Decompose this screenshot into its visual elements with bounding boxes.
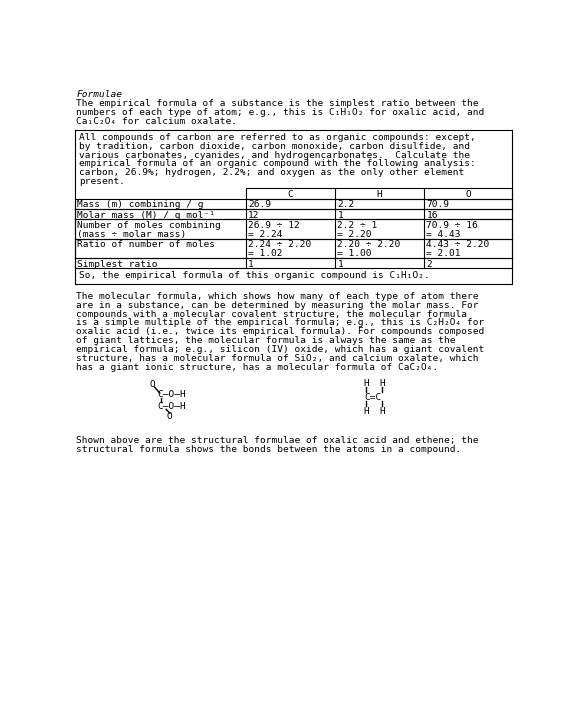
- Text: Ca₁C₂O₄ for calcium oxalate.: Ca₁C₂O₄ for calcium oxalate.: [76, 117, 237, 126]
- Text: 1: 1: [337, 259, 343, 269]
- Text: So, the empirical formula of this organic compound is C₁H₁O₂.: So, the empirical formula of this organi…: [80, 271, 430, 280]
- Text: Ratio of number of moles: Ratio of number of moles: [77, 240, 215, 250]
- Text: 2.2: 2.2: [337, 200, 355, 209]
- Text: 70.9: 70.9: [427, 200, 450, 209]
- Text: = 1.02: = 1.02: [248, 249, 283, 258]
- Text: 1: 1: [337, 211, 343, 219]
- Text: O: O: [150, 380, 156, 389]
- Text: are in a substance, can be determined by measuring the molar mass. For: are in a substance, can be determined by…: [76, 301, 479, 310]
- Text: H: H: [363, 407, 368, 416]
- Text: (mass ÷ molar mass): (mass ÷ molar mass): [77, 230, 186, 239]
- Text: 1: 1: [248, 259, 254, 269]
- Text: structural formula shows the bonds between the atoms in a compound.: structural formula shows the bonds betwe…: [76, 445, 462, 454]
- Text: present.: present.: [80, 177, 125, 186]
- Text: The empirical formula of a substance is the simplest ratio between the: The empirical formula of a substance is …: [76, 99, 479, 108]
- Text: Formulae: Formulae: [76, 90, 122, 98]
- Text: O: O: [167, 412, 173, 420]
- Text: Molar mass (M) / g mol⁻¹: Molar mass (M) / g mol⁻¹: [77, 211, 215, 219]
- Text: 70.9 ÷ 16: 70.9 ÷ 16: [427, 221, 478, 230]
- Text: 2.20 ÷ 2.20: 2.20 ÷ 2.20: [337, 240, 400, 250]
- Text: Mass (m) combining / g: Mass (m) combining / g: [77, 200, 204, 209]
- Text: The molecular formula, which shows how many of each type of atom there: The molecular formula, which shows how m…: [76, 292, 479, 301]
- Text: various carbonates, cyanides, and hydrogencarbonates.  Calculate the: various carbonates, cyanides, and hydrog…: [80, 150, 470, 160]
- Text: 2.2 ÷ 1: 2.2 ÷ 1: [337, 221, 378, 230]
- Text: C—O—H: C—O—H: [157, 390, 186, 399]
- Text: compounds with a molecular covalent structure, the molecular formula: compounds with a molecular covalent stru…: [76, 309, 467, 318]
- Text: Number of moles combining: Number of moles combining: [77, 221, 221, 230]
- Text: 12: 12: [248, 211, 260, 219]
- Text: Shown above are the structural formulae of oxalic acid and ethene; the: Shown above are the structural formulae …: [76, 437, 479, 445]
- Text: H: H: [379, 407, 385, 416]
- Text: C—O—H: C—O—H: [157, 401, 186, 411]
- Text: = 1.00: = 1.00: [337, 249, 372, 258]
- Text: H: H: [363, 380, 368, 388]
- Text: by tradition, carbon dioxide, carbon monoxide, carbon disulfide, and: by tradition, carbon dioxide, carbon mon…: [80, 142, 470, 150]
- Text: of giant lattices, the molecular formula is always the same as the: of giant lattices, the molecular formula…: [76, 336, 456, 345]
- Text: numbers of each type of atom; e.g., this is C₁H₁O₂ for oxalic acid, and: numbers of each type of atom; e.g., this…: [76, 108, 484, 117]
- Text: = 2.20: = 2.20: [337, 230, 372, 239]
- Text: is a simple multiple of the empirical formula; e.g., this is C₂H₂O₄ for: is a simple multiple of the empirical fo…: [76, 318, 484, 328]
- Text: C: C: [288, 190, 293, 199]
- Text: H: H: [377, 190, 383, 199]
- Text: empirical formula; e.g., silicon (IV) oxide, which has a giant covalent: empirical formula; e.g., silicon (IV) ox…: [76, 345, 484, 354]
- Text: = 4.43: = 4.43: [427, 230, 461, 239]
- Text: H: H: [379, 380, 385, 388]
- Text: 4.43 ÷ 2.20: 4.43 ÷ 2.20: [427, 240, 490, 250]
- Text: has a giant ionic structure, has a molecular formula of CaC₂O₄.: has a giant ionic structure, has a molec…: [76, 363, 438, 372]
- Text: C=C: C=C: [364, 393, 382, 402]
- Text: 2: 2: [427, 259, 432, 269]
- Text: empirical formula of an organic compound with the following analysis:: empirical formula of an organic compound…: [80, 160, 476, 169]
- Text: 26.9 ÷ 12: 26.9 ÷ 12: [248, 221, 300, 230]
- Text: Simplest ratio: Simplest ratio: [77, 259, 157, 269]
- Text: = 2.01: = 2.01: [427, 249, 461, 258]
- Text: oxalic acid (i.e., twice its empirical formula). For compounds composed: oxalic acid (i.e., twice its empirical f…: [76, 328, 484, 336]
- Text: 16: 16: [427, 211, 438, 219]
- Text: carbon, 26.9%; hydrogen, 2.2%; and oxygen as the only other element: carbon, 26.9%; hydrogen, 2.2%; and oxyge…: [80, 168, 464, 177]
- Text: structure, has a molecular formula of SiO₂, and calcium oxalate, which: structure, has a molecular formula of Si…: [76, 354, 479, 363]
- Text: 2.24 ÷ 2.20: 2.24 ÷ 2.20: [248, 240, 311, 250]
- Text: All compounds of carbon are referred to as organic compounds: except,: All compounds of carbon are referred to …: [80, 133, 476, 142]
- Text: 26.9: 26.9: [248, 200, 271, 209]
- Text: = 2.24: = 2.24: [248, 230, 283, 239]
- Text: O: O: [465, 190, 471, 199]
